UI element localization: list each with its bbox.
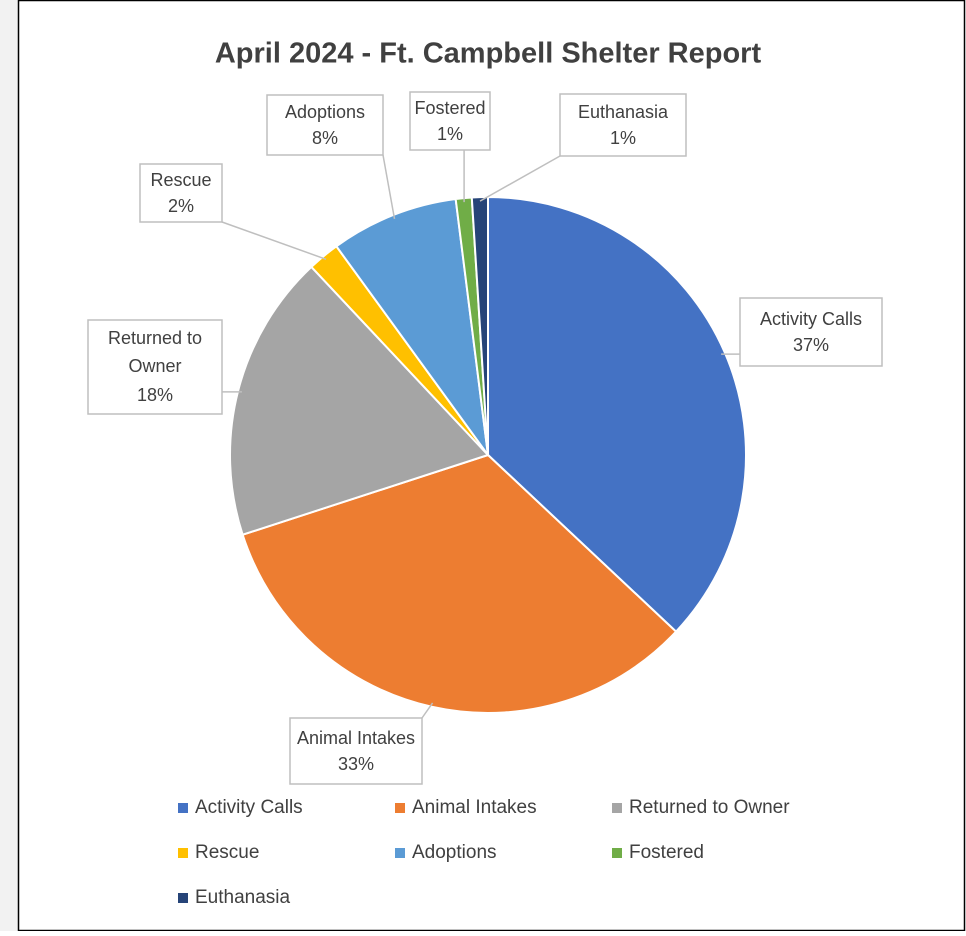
sheet-margin	[0, 0, 18, 931]
leader-line	[479, 155, 561, 202]
legend-swatch	[178, 893, 188, 903]
data-label-name: Activity Calls	[760, 309, 862, 329]
label-box	[266, 94, 384, 156]
label-box	[139, 163, 223, 223]
data-label-name: Fostered	[414, 98, 485, 118]
legend-label: Activity Calls	[195, 797, 303, 818]
data-label-value: 18%	[137, 385, 173, 405]
legend-swatch	[178, 803, 188, 813]
data-label-name: Adoptions	[285, 102, 365, 122]
legend-label: Euthanasia	[195, 887, 291, 908]
legend-label: Returned to Owner	[629, 797, 790, 818]
legend-swatch	[612, 848, 622, 858]
pie-slice	[229, 265, 490, 536]
pie-slice	[487, 195, 747, 634]
data-label-value: 33%	[338, 754, 374, 774]
data-label-value: 1%	[610, 128, 636, 148]
label-box	[87, 319, 223, 415]
data-label-name: Euthanasia	[578, 102, 669, 122]
legend-label: Adoptions	[412, 842, 497, 863]
leader-line	[382, 154, 396, 219]
data-label-value: 37%	[793, 335, 829, 355]
label-box	[739, 297, 883, 367]
chart-title: April 2024 - Ft. Campbell Shelter Report	[215, 38, 762, 70]
legend-label: Animal Intakes	[412, 797, 537, 818]
leader-line	[221, 221, 327, 260]
legend-label: Rescue	[195, 842, 259, 863]
data-label-name: Returned to Owner	[108, 328, 202, 376]
pie-slice	[241, 453, 678, 714]
data-label-value: 8%	[312, 128, 338, 148]
legend-swatch	[178, 848, 188, 858]
legend-swatch	[395, 803, 405, 813]
label-box	[289, 717, 423, 785]
legend-swatch	[395, 848, 405, 858]
label-box	[409, 91, 491, 151]
label-box	[559, 93, 687, 157]
data-label-name: Animal Intakes	[297, 728, 415, 748]
data-label-value: 1%	[437, 124, 463, 144]
legend-label: Fostered	[629, 842, 704, 863]
data-label-name: Rescue	[150, 170, 211, 190]
leader-line	[421, 702, 434, 719]
legend-swatch	[612, 803, 622, 813]
data-label-value: 2%	[168, 196, 194, 216]
pie-slice	[334, 197, 489, 456]
